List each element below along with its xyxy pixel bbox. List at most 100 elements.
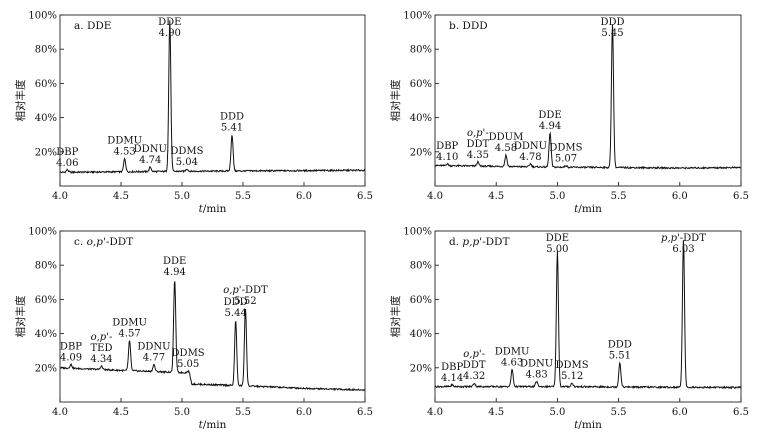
peak-label-line: DDMS (549, 142, 582, 153)
peak-label-line: 4.94 (164, 267, 186, 278)
y-tick-label: 100% (28, 11, 57, 22)
y-tick-label: 20% (35, 363, 57, 374)
x-tick-label: 6.0 (296, 407, 312, 418)
peak-label-line: o,p'- (463, 349, 485, 360)
chromatogram-trace (434, 240, 742, 390)
peak-label-line: 4.74 (139, 155, 161, 166)
peak-label-line: 5.00 (546, 244, 568, 255)
x-tick-label: 6.5 (357, 191, 373, 202)
peak-label-line: DDT (463, 360, 486, 371)
peak-label-line: 5.51 (609, 351, 631, 362)
peak-label-line: DDMU (495, 347, 530, 358)
peak-label-line: DDD (220, 112, 244, 123)
peak-label-line: 5.07 (555, 153, 577, 164)
peak-label-line: DDMU (107, 136, 142, 147)
x-tick-label: 4.5 (113, 191, 129, 202)
y-axis-title: 相对丰度 (14, 295, 27, 337)
y-tick-label: 80% (35, 45, 57, 56)
plot-frame (434, 14, 742, 187)
y-tick-label: 80% (410, 261, 432, 272)
peak-label-line: DDMS (172, 348, 205, 359)
chromatogram-trace (434, 24, 742, 170)
plot-frame (434, 230, 742, 403)
x-tick-label: 5.0 (174, 407, 190, 418)
peak-label-line: 4.78 (519, 152, 541, 163)
chart-panel-3: 20% 40% 60% 80% 100% 4.0 4.5 5.0 5.5 6.0 6.5 t/min 相… (14, 227, 373, 432)
peak-label-line: o,p'-DDT (223, 285, 268, 296)
x-tick-label: 4.5 (488, 407, 504, 418)
peak-label-line: DDT (466, 139, 489, 150)
chart-panel-4: 20% 40% 60% 80% 100% 4.0 4.5 5.0 5.5 6.0 6.5 t/min 相… (389, 227, 749, 432)
peak-label-line: DDE (546, 233, 569, 244)
peak-label-line: DDD (224, 297, 248, 308)
peak-label-line: 4.63 (501, 358, 523, 369)
y-axis-title: 相对丰度 (14, 79, 27, 121)
peak-label-line: 4.83 (525, 369, 547, 380)
peak-label-line: DDE (163, 256, 186, 267)
x-tick-label: 6.5 (733, 191, 749, 202)
peak-label-line: DDD (600, 17, 624, 28)
panel-title: c. o,p'-DDT (74, 236, 133, 248)
peak-label-line: 4.58 (495, 143, 517, 154)
panel-title: d. p,p'-DDT (449, 236, 509, 248)
x-tick-label: 6.0 (672, 191, 688, 202)
peak-label-line: o,p'- (467, 128, 489, 139)
x-axis-title: t/min (199, 203, 227, 215)
peak-label-line: DBP (436, 141, 458, 152)
y-tick-label: 80% (410, 45, 432, 56)
peak-label-line: 4.90 (159, 28, 181, 39)
peak-label-line: DDUM (489, 132, 524, 143)
y-tick-label: 20% (410, 147, 432, 158)
y-tick-label: 20% (410, 363, 432, 374)
peak-label-line: 6.03 (672, 244, 694, 255)
y-axis-title: 相对丰度 (389, 79, 402, 121)
peak-label-line: 4.32 (463, 371, 485, 382)
y-tick-label: 80% (35, 261, 57, 272)
x-tick-label: 4.0 (52, 407, 68, 418)
peak-label-line: 4.57 (118, 328, 140, 339)
peak-label-line: 4.14 (441, 373, 463, 384)
peak-label-line: 4.53 (114, 147, 136, 158)
peak-label-line: 4.77 (143, 352, 165, 363)
chromatogram-trace (59, 281, 366, 392)
peak-label-line: 4.09 (60, 352, 82, 363)
peak-label-line: DBP (60, 341, 82, 352)
peak-label-line: DDMS (556, 360, 589, 371)
chromatogram-trace (59, 20, 366, 175)
x-tick-label: 6.5 (733, 407, 749, 418)
x-tick-label: 4.0 (427, 407, 443, 418)
y-tick-label: 40% (410, 113, 432, 124)
y-tick-label: 60% (35, 79, 57, 90)
peak-label-line: DDNU (134, 144, 167, 155)
peak-label-line: TED (90, 343, 112, 354)
plot-frame (59, 230, 366, 403)
x-tick-label: 4.5 (488, 191, 504, 202)
peak-label-line: 5.41 (221, 123, 243, 134)
peak-label-line: DDE (538, 110, 561, 121)
x-axis-title: t/min (574, 419, 602, 429)
x-tick-label: 5.0 (549, 191, 565, 202)
peak-label-line: DDMS (170, 146, 203, 157)
plot-frame (59, 14, 366, 187)
peak-label-line: 5.44 (225, 308, 247, 319)
peak-label-line: 5.05 (177, 359, 199, 370)
x-tick-label: 5.0 (174, 191, 190, 202)
